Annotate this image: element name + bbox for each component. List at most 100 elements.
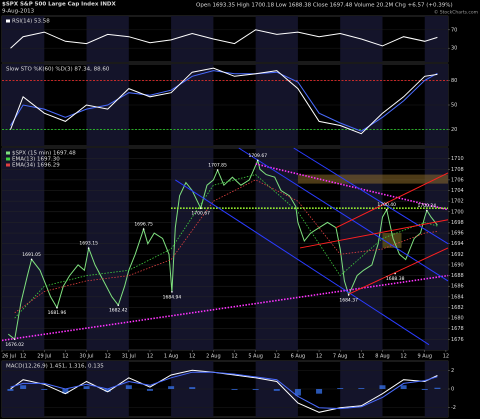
x-tick-label: 1 Aug xyxy=(164,354,179,360)
annotation-point xyxy=(142,228,145,230)
histogram-bar xyxy=(337,388,344,389)
annotation-point xyxy=(117,304,120,307)
annotation-point xyxy=(394,272,396,275)
day-band xyxy=(171,148,214,350)
x-tick-label: 12 xyxy=(189,354,195,360)
legend-label: EMA(34) 1696.29 xyxy=(12,163,60,169)
x-tick-label: 30 Jul xyxy=(80,354,94,360)
x-tick-label: 12 xyxy=(104,354,110,360)
chart-title: $SPX S&P 500 Large Cap Index INDX xyxy=(2,2,116,8)
y-tick-label: 1690 xyxy=(451,262,464,268)
histogram-bar xyxy=(358,388,365,389)
day-band xyxy=(171,16,214,62)
annotation-label: 1684.37 xyxy=(339,297,358,303)
histogram-bar xyxy=(252,389,259,390)
histogram-bar xyxy=(62,389,69,394)
histogram-bar xyxy=(273,389,280,391)
y-tick-label: 70 xyxy=(451,27,457,33)
y-tick-label: 1698 xyxy=(451,220,464,226)
day-band xyxy=(2,148,45,350)
day-band xyxy=(86,148,129,350)
x-tick-label: 12 xyxy=(358,354,364,360)
histogram-bar xyxy=(316,389,323,394)
trend-line xyxy=(238,147,449,282)
day-band xyxy=(255,148,298,350)
histogram-bar xyxy=(125,385,132,389)
histogram-bar xyxy=(231,389,238,390)
day-band xyxy=(424,16,448,62)
y-tick-label: 1688 xyxy=(451,273,464,279)
series-line xyxy=(14,179,438,314)
histogram-bar xyxy=(41,389,48,390)
y-tick-label: 1704 xyxy=(451,188,464,194)
trend-line xyxy=(1,274,449,342)
x-tick-label: 31 Jul xyxy=(122,354,136,360)
chart-date: 9-Aug-2013 xyxy=(2,9,35,15)
x-tick-label: 2 Aug xyxy=(206,354,221,360)
annotation-point xyxy=(199,207,202,210)
annotation-label: 1700.40 xyxy=(377,202,396,208)
trend-line xyxy=(293,147,449,245)
annotation-label: 1700.67 xyxy=(191,211,210,217)
annotation-point xyxy=(385,208,388,211)
x-tick-label: 5 Aug xyxy=(248,354,263,360)
legend-swatch xyxy=(6,19,10,23)
histogram-bar xyxy=(379,385,386,389)
histogram-bar xyxy=(146,389,153,391)
histogram-bar xyxy=(294,389,301,396)
legend-swatch xyxy=(6,157,10,161)
x-tick-label: 12 xyxy=(274,354,280,360)
y-tick-label: 80 xyxy=(451,78,457,84)
legend-label: RSI(14) 53.58 xyxy=(12,19,50,25)
y-tick-label: 1676 xyxy=(451,337,464,343)
histogram-bar xyxy=(104,389,111,392)
histogram-bar xyxy=(434,387,441,389)
x-tick-label: 29 Jul xyxy=(37,354,51,360)
annotation-label: 1709.67 xyxy=(248,153,267,159)
annotation-label: 1676.02 xyxy=(5,342,24,348)
annotation-point xyxy=(56,306,58,309)
annotation-point xyxy=(13,338,16,341)
trend-line xyxy=(348,247,449,295)
x-tick-label: 12 xyxy=(147,354,153,360)
credit: © StockCharts.com xyxy=(434,9,478,16)
annotation-point xyxy=(347,294,350,296)
y-tick-label: 1708 xyxy=(451,167,464,173)
annotation-point xyxy=(87,247,90,250)
header-stats: Open 1693.35 High 1700.18 Low 1688.38 Cl… xyxy=(196,3,453,9)
x-tick-label: 6 Aug xyxy=(291,354,306,360)
annotation-point xyxy=(216,169,219,171)
y-tick-label: 0 xyxy=(451,387,454,393)
x-tick-label: 12 xyxy=(443,354,449,360)
x-tick-label: 8 Aug xyxy=(375,354,390,360)
y-tick-label: 2 xyxy=(451,368,454,374)
histogram-bar xyxy=(7,389,14,391)
day-band xyxy=(255,16,298,62)
y-tick-label: 1696 xyxy=(451,231,464,237)
annotation-label: 1691.05 xyxy=(22,252,41,258)
y-tick-label: 1684 xyxy=(451,294,464,300)
panel-label: MACD(12,26,9) 1.451, 1.316, 0.135 xyxy=(6,364,104,370)
panel-label: Slow STO %K(60) %D(3) 87.34, 88.60 xyxy=(6,67,110,73)
annotation-label: 1682.42 xyxy=(109,308,128,314)
y-tick-label: 1710 xyxy=(451,156,464,162)
y-tick-label: 1700 xyxy=(451,209,464,215)
zone xyxy=(382,233,402,248)
series-line xyxy=(10,371,438,410)
x-tick-label: 9 Aug xyxy=(417,354,432,360)
annotation-label: 1696.75 xyxy=(134,222,153,228)
zone xyxy=(297,174,448,184)
legend-label: EMA(13) 1697.30 xyxy=(12,157,60,163)
trend-line xyxy=(299,219,449,249)
x-tick-label: 12 xyxy=(400,354,406,360)
y-tick-label: 1702 xyxy=(451,199,464,205)
x-tick-label: 12 xyxy=(316,354,322,360)
y-tick-label: 1680 xyxy=(451,316,464,322)
histogram-bar xyxy=(421,389,428,390)
x-tick-label: 26 Jul xyxy=(2,354,16,360)
y-tick-label: 20 xyxy=(451,127,457,133)
annotation-point xyxy=(171,291,173,293)
histogram-bar xyxy=(83,386,90,389)
annotation-point xyxy=(256,159,259,162)
